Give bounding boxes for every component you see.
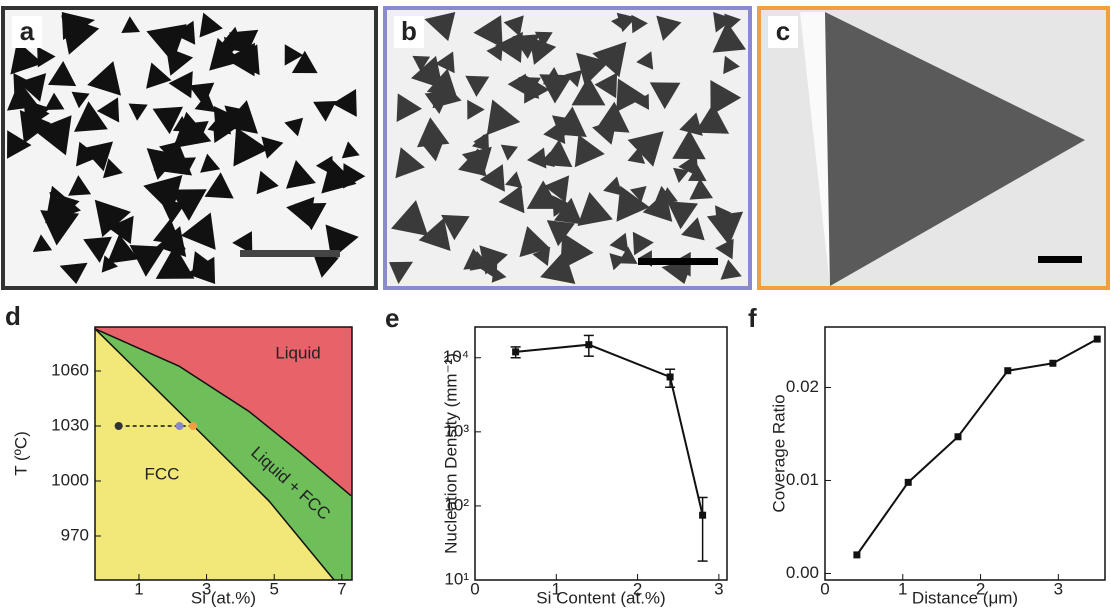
panel-label: b — [401, 16, 417, 46]
line — [516, 345, 703, 515]
point — [1004, 367, 1011, 374]
y-tick-label: 1000 — [51, 470, 89, 489]
y-axis-title: Nucleation Density (mm⁻²) — [441, 353, 460, 554]
x-tick-label: 1 — [134, 579, 143, 598]
page: {"panels": [{"label": "a"}, {"label": "b… — [0, 0, 1111, 609]
point — [1094, 336, 1101, 343]
micrograph-b: b — [385, 8, 750, 288]
y-tick-label: 1060 — [51, 360, 89, 379]
y-tick-label: 0.02 — [786, 377, 819, 396]
y-tick-label: 10¹ — [444, 569, 469, 588]
panel-label: d — [5, 301, 21, 331]
point — [699, 512, 706, 519]
y-tick-label: 0.00 — [786, 563, 819, 582]
point — [1049, 360, 1056, 367]
region-label: FCC — [145, 464, 180, 483]
x-tick-label: 0 — [820, 579, 829, 598]
point — [176, 422, 184, 430]
x-axis-title: Si (at.%) — [191, 588, 256, 607]
x-tick-label: 3 — [714, 579, 723, 598]
point — [853, 551, 860, 558]
micrograph-c: c — [759, 8, 1108, 288]
region-label: Liquid — [275, 343, 320, 362]
x-tick-label: 1 — [898, 579, 907, 598]
chart-d: dLiquidLiquid + FCCFCC970100010301060135… — [5, 301, 352, 608]
x-axis-title: Distance (μm) — [912, 588, 1018, 607]
panel-label: a — [20, 16, 35, 46]
scale-bar — [1038, 256, 1082, 263]
point — [905, 479, 912, 486]
y-axis-title: Coverage Ratio — [769, 394, 788, 512]
figure: a b c dLiquidLiquid + FCCFCC970100010301… — [0, 0, 1111, 609]
x-tick-label: 3 — [1054, 579, 1063, 598]
x-tick-label: 5 — [269, 579, 278, 598]
scale-bar — [638, 258, 718, 265]
chart-f: f0.000.010.020123Distance (μm)Coverage R… — [748, 303, 1105, 608]
chart-e: e10¹10²10³10⁴0123Si Content (at.%)Nuclea… — [385, 303, 727, 608]
y-axis-title: T (ºC) — [11, 431, 30, 476]
x-tick-label: 7 — [337, 579, 346, 598]
line — [857, 339, 1097, 555]
plot-frame — [475, 327, 727, 580]
point — [512, 348, 519, 355]
x-axis-title: Si Content (at.%) — [536, 588, 665, 607]
point — [667, 373, 674, 380]
y-tick-label: 970 — [61, 525, 89, 544]
panel-label: e — [385, 303, 399, 333]
point — [585, 341, 592, 348]
point — [955, 433, 962, 440]
panel-label: f — [748, 303, 757, 333]
y-tick-label: 1030 — [51, 415, 89, 434]
scale-bar — [240, 250, 340, 257]
x-tick-label: 0 — [470, 579, 479, 598]
point — [189, 422, 197, 430]
panel-label: c — [776, 16, 790, 46]
y-tick-label: 0.01 — [786, 470, 819, 489]
micrograph-a: a — [3, 8, 376, 288]
point — [115, 422, 123, 430]
